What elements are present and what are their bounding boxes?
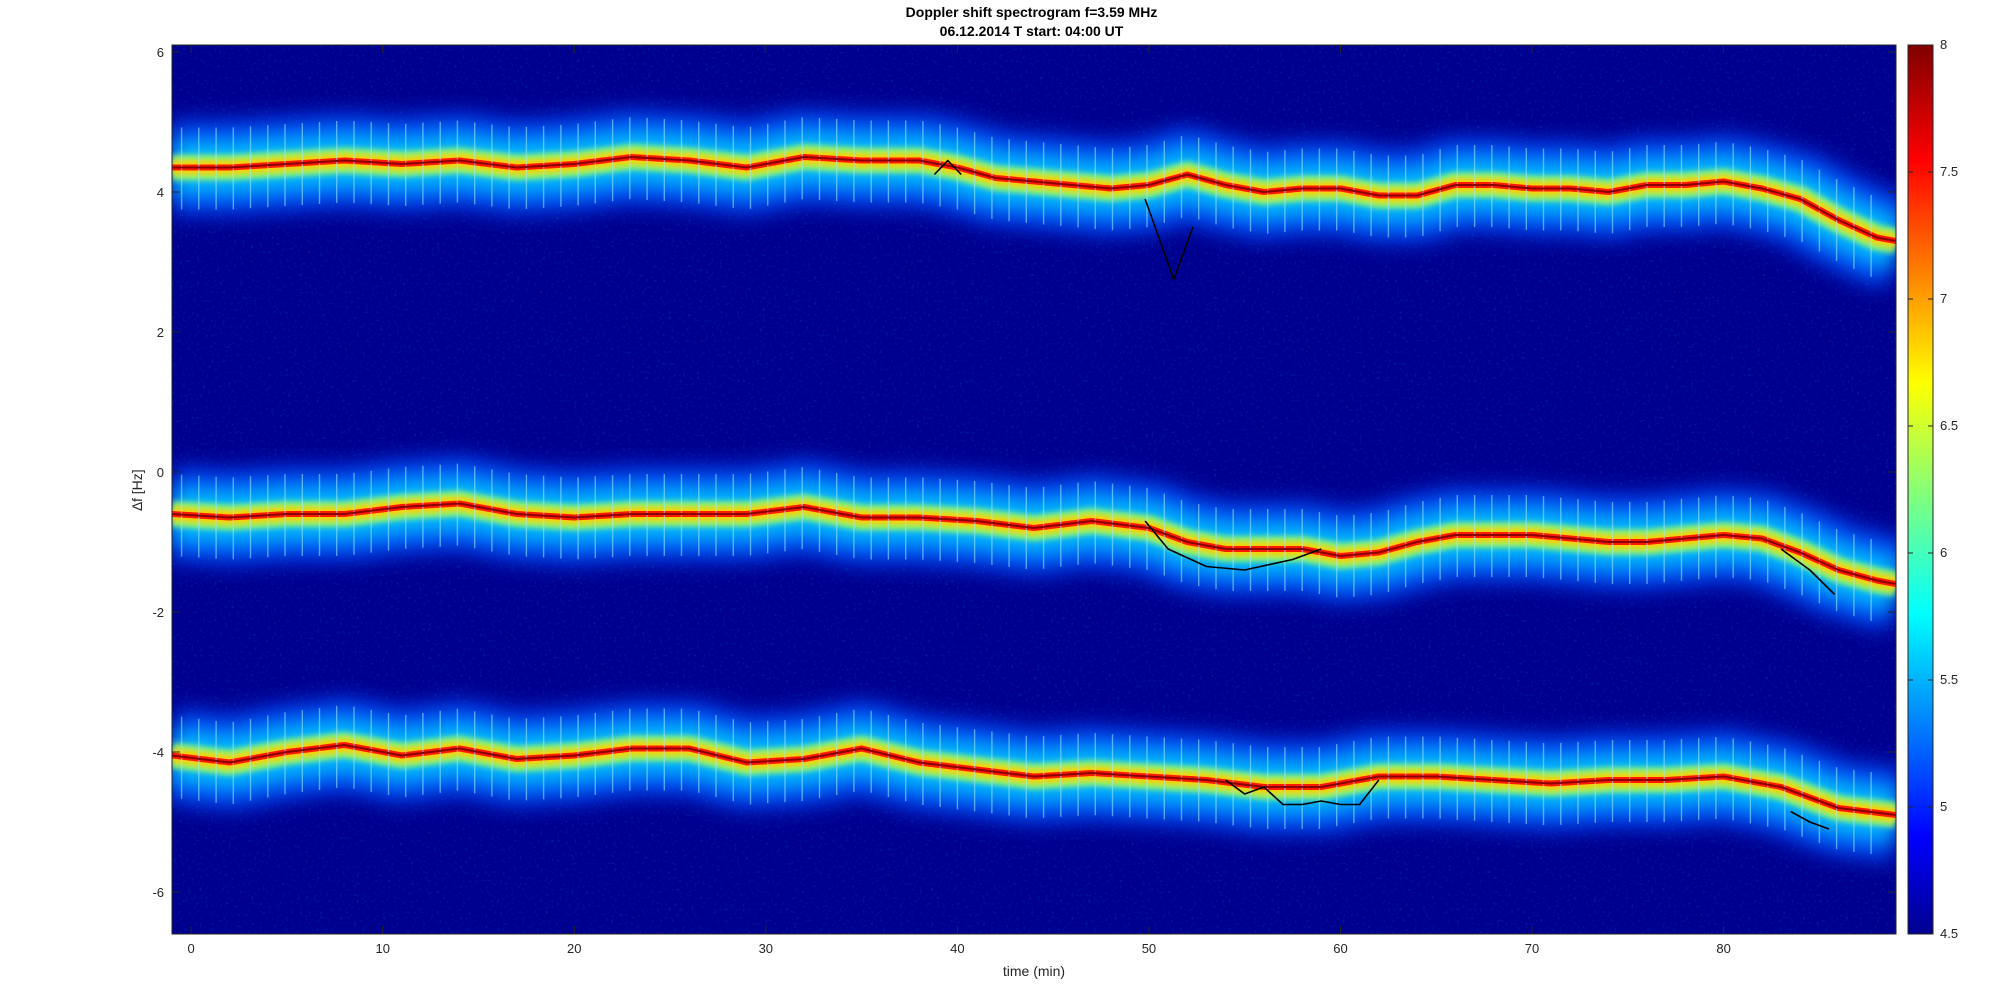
colorbar-gradient (1907, 44, 1934, 935)
trace-line-2 (172, 502, 1896, 585)
colorbar-tick-label: 7 (1940, 291, 1947, 306)
marker-segment-3 (1144, 520, 1322, 571)
colorbar-tick-label: 7.5 (1940, 164, 1958, 179)
colorbar-tick-label: 6.5 (1940, 418, 1958, 433)
colorbar-tick-label: 5 (1940, 799, 1947, 814)
x-tick-label: 20 (567, 941, 581, 956)
x-axis-label: time (min) (1003, 963, 1065, 979)
x-tick-label: 40 (950, 941, 964, 956)
x-tick-label: 80 (1716, 941, 1730, 956)
colorbar: 8 7.5 7 6.5 6 5.5 5 4.5 (1907, 37, 1958, 941)
y-tick-label: 2 (157, 325, 164, 340)
marker-segment-4 (1780, 548, 1836, 596)
colorbar-tick-label: 8 (1940, 37, 1947, 52)
y-tick-label: 6 (157, 45, 164, 60)
x-tick-label: 60 (1333, 941, 1347, 956)
y-tick-label: -2 (152, 605, 164, 620)
x-tick-label: 0 (188, 941, 195, 956)
trace-line-1 (172, 156, 1896, 242)
colorbar-tick-label: 5.5 (1940, 672, 1958, 687)
y-tick-label: -4 (152, 745, 164, 760)
x-tick-label: 10 (375, 941, 389, 956)
chart-title: Doppler shift spectrogram f=3.59 MHz (905, 4, 1158, 20)
x-tick-label: 70 (1525, 941, 1539, 956)
y-tick-label: -6 (152, 885, 164, 900)
x-tick-label: 30 (759, 941, 773, 956)
marker-segment-6 (1790, 810, 1830, 830)
plot-frame (171, 44, 1897, 935)
trace-line-3 (172, 744, 1896, 816)
chart-title-block: Doppler shift spectrogram f=3.59 MHz 06.… (0, 3, 2000, 41)
marker-segment-5 (1225, 779, 1380, 806)
marker-segment-1 (933, 159, 962, 176)
y-tick-label: 0 (157, 465, 164, 480)
y-axis-label: ∆f [Hz] (129, 469, 145, 510)
plot-area (171, 44, 1897, 935)
chart-subtitle: 06.12.2014 T start: 04:00 UT (939, 23, 1124, 39)
marker-segment-2 (1144, 198, 1194, 281)
colorbar-tick-label: 4.5 (1940, 926, 1958, 941)
colorbar-tick-label: 6 (1940, 545, 1947, 560)
y-tick-label: 4 (157, 185, 164, 200)
x-axis: 0 10 20 30 40 50 60 70 80 (188, 45, 1731, 956)
y-axis: 6 4 2 0 -2 -4 -6 (152, 45, 1896, 900)
x-tick-label: 50 (1142, 941, 1156, 956)
